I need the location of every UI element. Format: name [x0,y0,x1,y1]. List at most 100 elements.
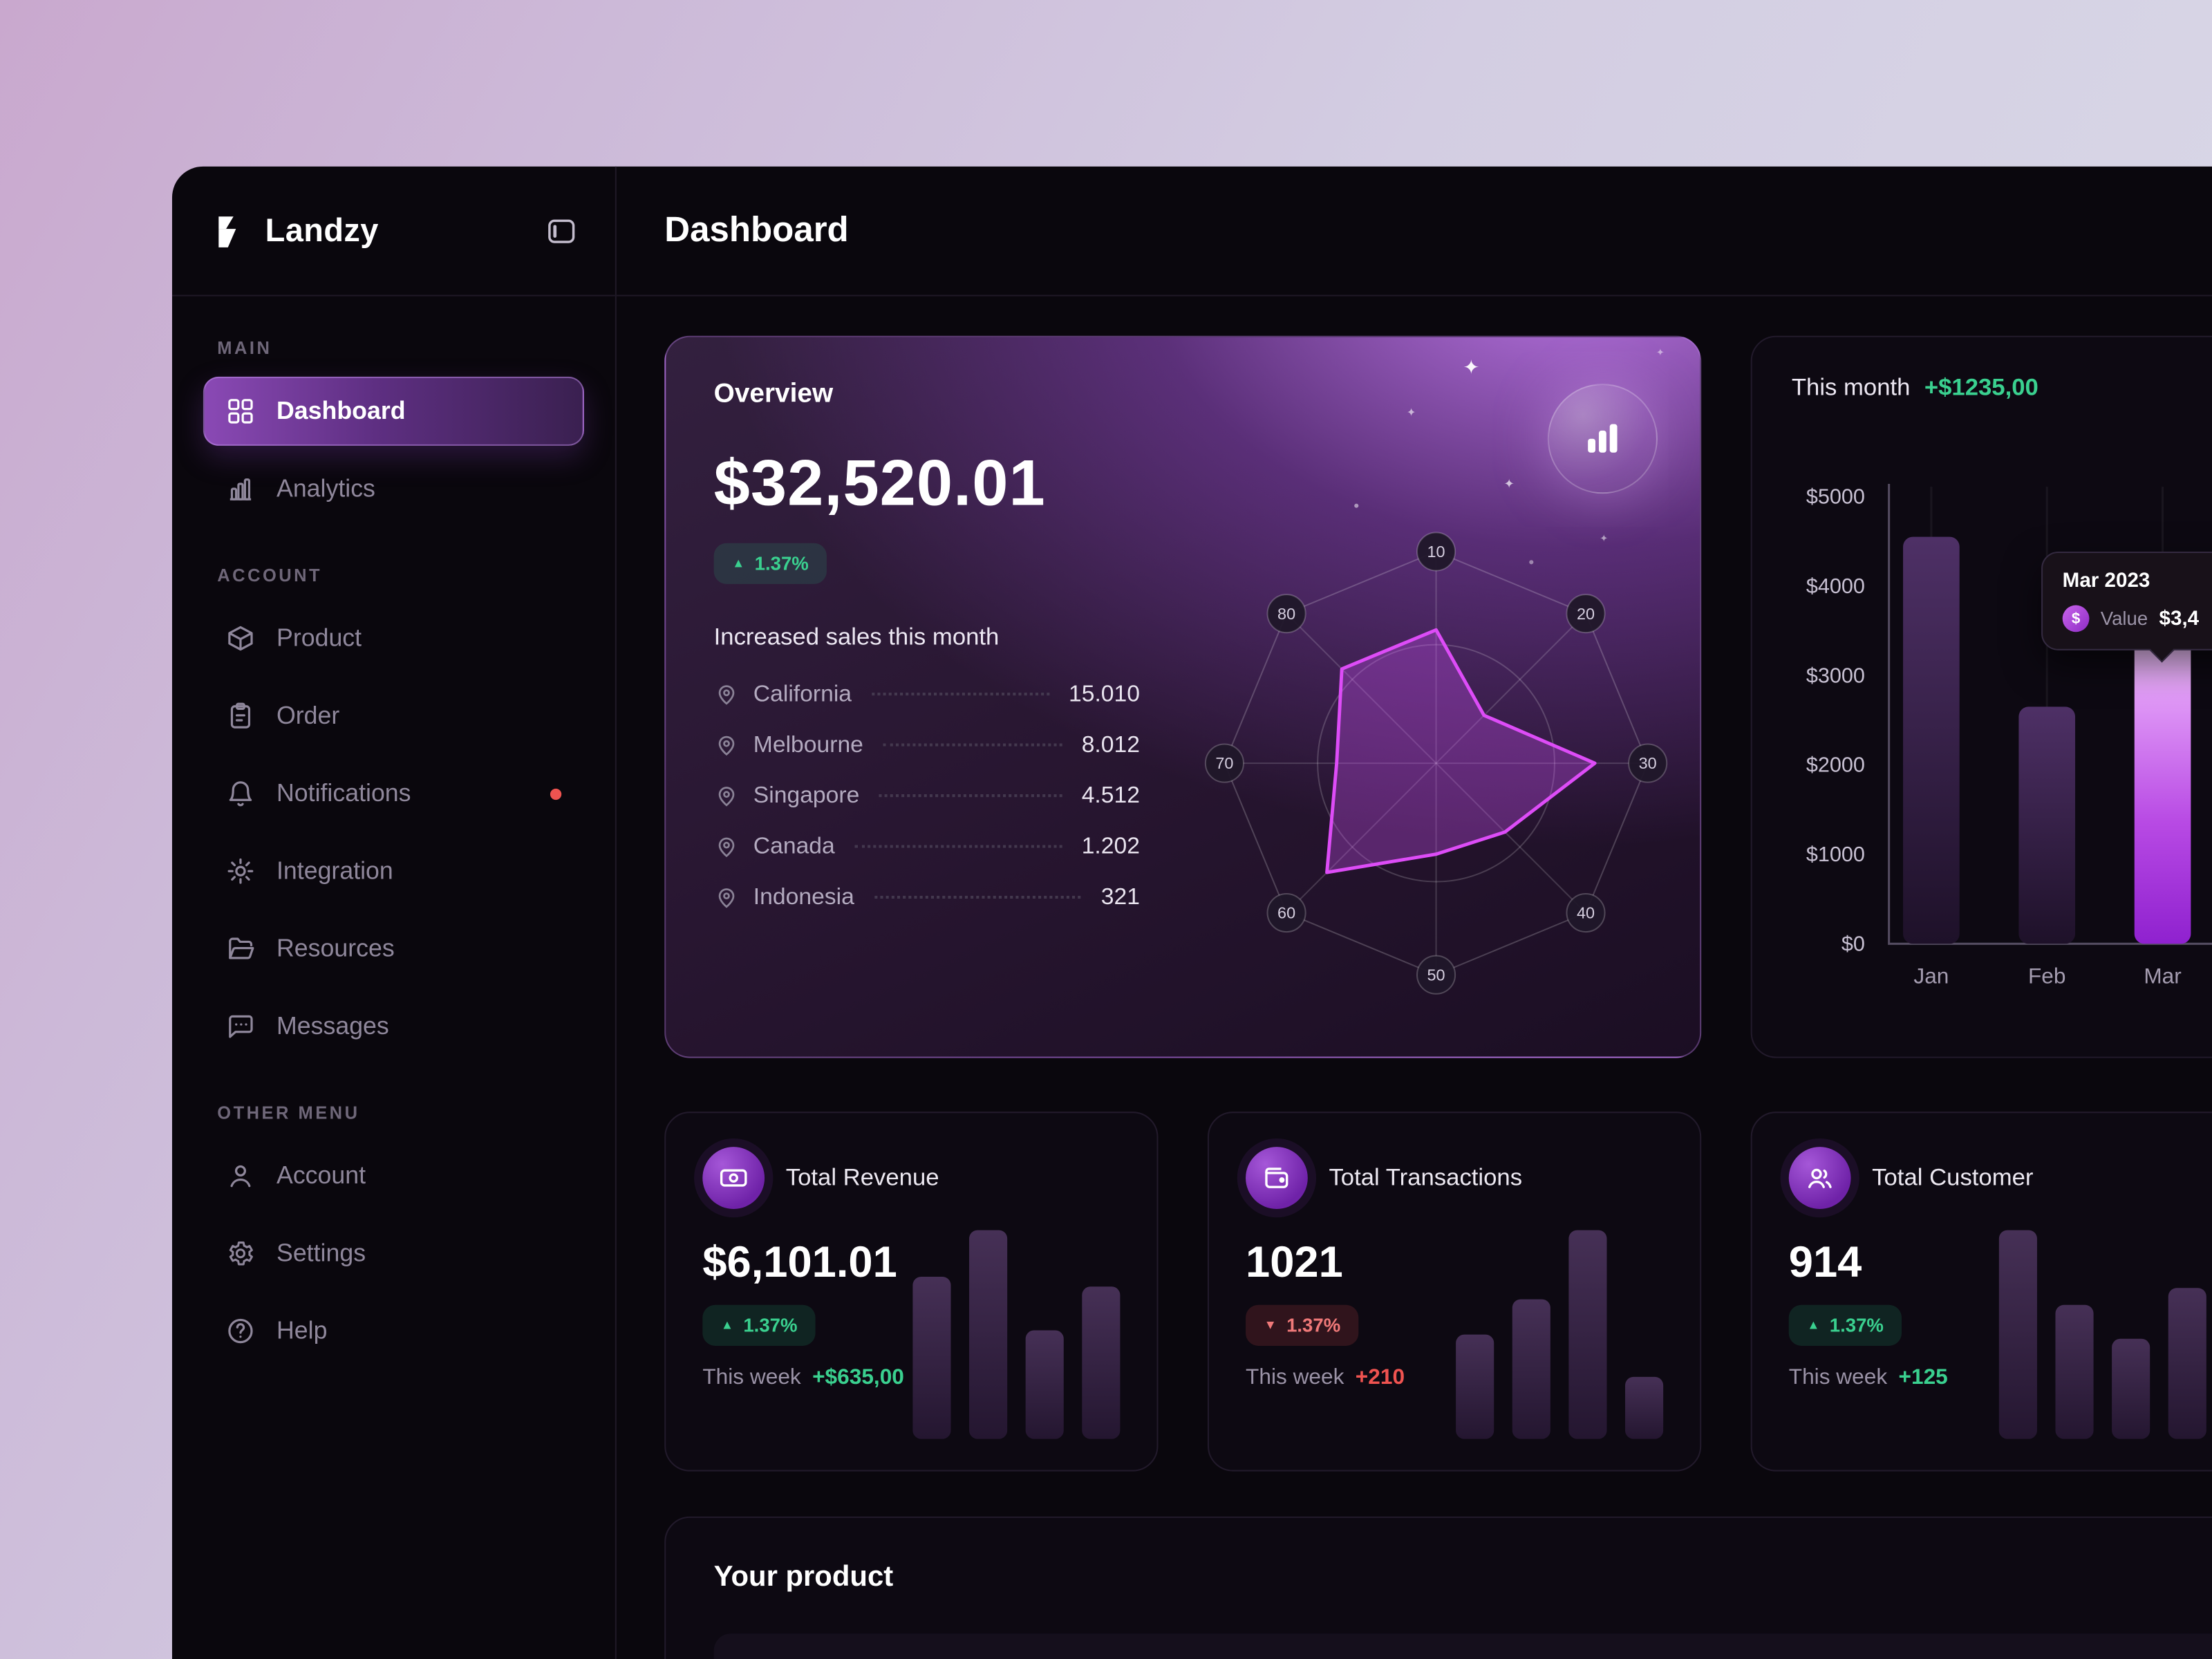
stat-title: Total Customer [1872,1163,2034,1191]
landzy-logo-icon [209,211,248,250]
nav-section-account-label: ACCOUNT [217,565,323,585]
svg-text:$5000: $5000 [1806,485,1865,509]
main-area: Dashboard [616,167,2212,1659]
nav-item-label: Product [276,624,362,652]
chat-icon [226,1011,256,1041]
chart-icon-button[interactable] [1547,384,1658,494]
month-label: This month [1791,373,1911,401]
week-value: +125 [1898,1365,1948,1390]
month-change: +$1235,00 [1924,373,2038,401]
sparkle-dot-icon [1529,560,1534,565]
month-summary-card: This month +$1235,00 $5000 $4000 $3000 $200… [1750,335,2212,1058]
svg-text:$1000: $1000 [1806,843,1865,866]
overview-amount: $32,520.01 [713,445,1046,520]
week-label: This week [1246,1365,1344,1390]
banknote-icon [702,1147,765,1209]
stat-value: 914 [1788,1237,1862,1287]
mini-bar [1456,1334,1494,1439]
stat-value: $6,101.01 [702,1237,897,1287]
overview-card: Overview $32,520.01 ▲ 1.37% Increased sa… [664,335,1702,1058]
stat-title: Total Transactions [1329,1163,1523,1191]
sidebar-item-order[interactable]: Order [203,682,584,751]
sidebar-item-analytics[interactable]: Analytics [203,454,584,523]
sidebar-item-dashboard[interactable]: Dashboard [203,376,584,446]
nav-item-label: Integration [276,856,393,885]
dotted-leader [871,693,1049,696]
overview-title: Overview [713,379,834,409]
nav-item-label: Messages [276,1011,389,1040]
stat-card-total-customer: Total Customer 914 ▲ 1.37% This week +12… [1750,1112,2212,1472]
mini-bar [1025,1330,1064,1439]
wallet-icon [1246,1147,1308,1209]
sidebar-nav: MAIN Dashboard [172,297,615,1374]
location-row: California 15.010 [714,668,1140,719]
triangle-down-icon: ▼ [1264,1317,1277,1331]
sidebar-item-settings[interactable]: Settings [203,1219,584,1288]
stat-card-total-transactions: Total Transactions 1021 ▼ 1.37% This wee… [1207,1112,1702,1472]
overview-change-badge: ▲ 1.37% [713,543,827,584]
map-pin-icon [714,783,740,809]
location-row: Melbourne 8.012 [714,720,1140,770]
content: Overview $32,520.01 ▲ 1.37% Increased sa… [617,297,2212,1659]
overview-subtitle: Increased sales this month [713,624,1000,650]
triangle-up-icon: ▲ [1807,1317,1820,1331]
nav-item-label: Settings [276,1238,366,1267]
svg-text:Mar: Mar [2144,963,2181,988]
stat-change-badge: ▲ 1.37% [1788,1304,1902,1346]
dotted-leader [874,895,1082,899]
sidebar-collapse-button[interactable] [545,214,579,247]
sidebar-item-messages[interactable]: Messages [203,992,584,1061]
week-label: This week [1788,1365,1888,1390]
mini-bar-chart [1456,1230,1664,1439]
nav-item-label: Account [276,1161,366,1190]
sparkle-icon [1504,478,1515,491]
clipboard-icon [226,701,256,731]
dollar-icon: $ [2062,605,2090,632]
sidebar-header: Landzy [171,167,615,297]
map-pin-icon [714,834,740,859]
mini-bar [1625,1376,1664,1439]
location-name: Singapore [753,782,860,808]
stat-card-total-revenue: Total Revenue $6,101.01 ▲ 1.37% This wee… [664,1112,1159,1472]
month-header: This month +$1235,00 [1792,374,2212,402]
svg-text:30: 30 [1639,754,1657,772]
svg-text:80: 80 [1277,605,1295,623]
nav-section-other-label: OTHER MENU [217,1103,360,1123]
grid-icon [226,396,256,426]
mini-bar [2112,1338,2150,1439]
sidebar-item-integration[interactable]: Integration [203,836,584,906]
monthly-bar-chart[interactable]: $5000 $4000 $3000 $2000 $1000 $0 Jan Feb Mar [1783,430,2212,1003]
sidebar-item-account[interactable]: Account [203,1141,584,1210]
mini-bar-chart [1998,1230,2206,1439]
sidebar-item-product[interactable]: Product [203,603,584,673]
week-label: This week [702,1365,801,1390]
triangle-up-icon: ▲ [720,1317,734,1331]
brand-name: Landzy [265,212,379,249]
mini-bar [2168,1288,2206,1439]
help-circle-icon [226,1316,256,1346]
bar-chart-icon [226,474,256,504]
nav-item-label: Resources [276,934,395,962]
brand: Landzy [209,211,379,250]
sidebar-item-help[interactable]: Help [203,1297,584,1366]
bell-icon [226,779,256,809]
dotted-leader [879,794,1062,798]
mini-bar [969,1230,1008,1439]
gear-icon [226,1239,256,1268]
box-icon [226,624,256,653]
sparkle-icon [1656,348,1665,358]
location-value: 4.512 [1081,782,1140,808]
users-icon [1788,1147,1851,1209]
sidebar-item-notifications[interactable]: Notifications [203,759,584,828]
stat-change-badge: ▼ 1.37% [1246,1304,1359,1346]
nav-section-main-label: MAIN [217,338,272,359]
map-pin-icon [714,732,740,758]
notification-dot [550,787,562,800]
location-value: 15.010 [1068,680,1140,706]
tooltip-value: $3,4 [2159,607,2200,630]
sparkle-icon [1407,408,1416,419]
columns-icon [1588,424,1618,453]
location-value: 321 [1100,883,1140,910]
svg-text:Jan: Jan [1913,963,1949,988]
sidebar-item-resources[interactable]: Resources [203,914,584,983]
